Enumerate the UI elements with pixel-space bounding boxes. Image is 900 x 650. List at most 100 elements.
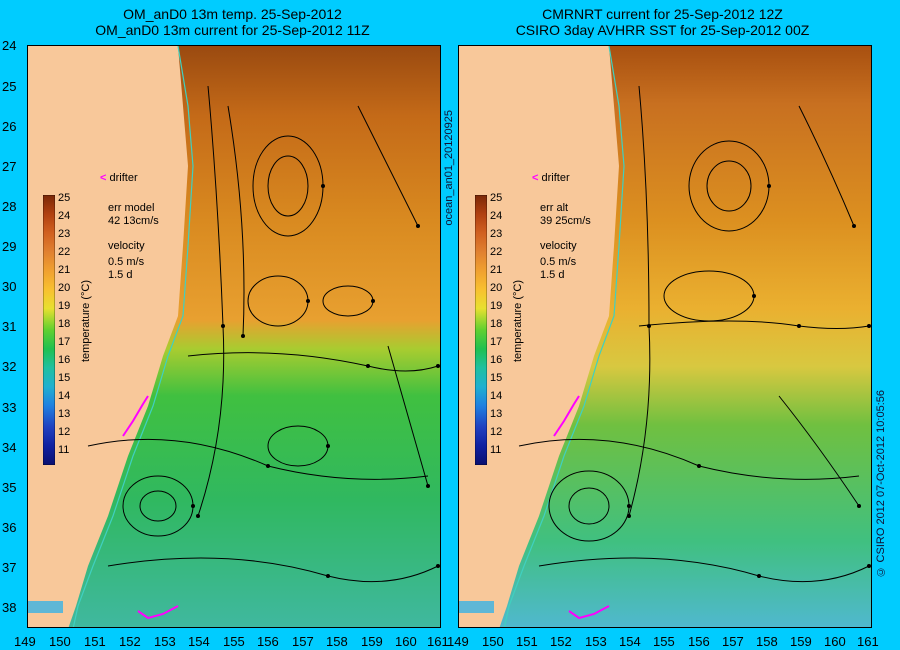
x-tick: 151 xyxy=(84,634,106,649)
left-velocity-block: velocity 0.5 m/s 1.5 d xyxy=(108,240,145,282)
x-tick: 150 xyxy=(482,634,504,649)
cbar-tick: 18 xyxy=(58,318,71,330)
right-velocity-block: velocity 0.5 m/s 1.5 d xyxy=(540,240,577,282)
x-tick: 155 xyxy=(653,634,675,649)
cbar-tick: 24 xyxy=(58,210,71,222)
velocity-scale: 0.5 m/s xyxy=(108,256,145,268)
x-tick: 160 xyxy=(824,634,846,649)
x-tick: 152 xyxy=(550,634,572,649)
cbar-tick: 23 xyxy=(490,228,503,240)
y-tick: 29 xyxy=(2,239,17,254)
y-tick: 38 xyxy=(2,600,17,615)
y-tick: 26 xyxy=(2,119,17,134)
x-tick: 153 xyxy=(585,634,607,649)
x-tick: 151 xyxy=(516,634,538,649)
y-tick: 37 xyxy=(2,560,17,575)
velocity-label: velocity xyxy=(108,240,145,252)
cbar-tick: 24 xyxy=(490,210,503,222)
ocean xyxy=(499,46,871,627)
y-tick: 33 xyxy=(2,400,17,415)
y-tick: 34 xyxy=(2,440,17,455)
drifter-label: drifter xyxy=(541,172,570,184)
x-tick: 153 xyxy=(154,634,176,649)
drifter-track xyxy=(137,605,179,620)
x-tick: 156 xyxy=(257,634,279,649)
x-tick: 160 xyxy=(395,634,417,649)
cbar-tick: 22 xyxy=(490,246,503,258)
left-colorbar-ticks: 25 24 23 22 21 20 19 18 17 16 15 14 13 1… xyxy=(58,189,70,459)
x-tick: 149 xyxy=(447,634,469,649)
cbar-tick: 17 xyxy=(58,336,71,348)
cbar-tick: 16 xyxy=(490,354,503,366)
cbar-tick: 25 xyxy=(58,192,71,204)
x-tick: 154 xyxy=(619,634,641,649)
drifter-track xyxy=(568,605,610,620)
drifter-track xyxy=(122,395,149,437)
bottom-land-strip xyxy=(459,601,494,613)
drifter-icon: < xyxy=(100,172,107,184)
y-tick: 35 xyxy=(2,480,17,495)
right-drifter-legend: < drifter xyxy=(532,172,570,185)
cbar-tick: 12 xyxy=(490,426,503,438)
x-tick: 152 xyxy=(119,634,141,649)
cbar-tick: 14 xyxy=(490,390,503,402)
cbar-tick: 21 xyxy=(490,264,503,276)
x-tick: 161 xyxy=(427,634,449,649)
coastline xyxy=(503,46,625,627)
cbar-tick: 15 xyxy=(490,372,503,384)
cbar-tick: 22 xyxy=(58,246,71,258)
y-tick: 30 xyxy=(2,279,17,294)
left-map-panel xyxy=(27,45,441,628)
right-title-line2: CSIRO 3day AVHRR SST for 25-Sep-2012 00Z xyxy=(515,22,810,38)
x-tick: 159 xyxy=(790,634,812,649)
y-tick: 25 xyxy=(2,79,17,94)
drifter-label: drifter xyxy=(109,172,138,184)
cbar-tick: 25 xyxy=(490,192,503,204)
y-tick: 31 xyxy=(2,319,17,334)
y-tick: 36 xyxy=(2,520,17,535)
right-title: CMRNRT current for 25-Sep-2012 12Z CSIRO… xyxy=(455,6,870,38)
err-value: 39 25cm/s xyxy=(540,215,591,227)
left-title-line1: OM_anD0 13m temp. 25-Sep-2012 xyxy=(123,6,342,22)
y-tick: 24 xyxy=(2,38,17,53)
y-tick: 32 xyxy=(2,359,17,374)
left-drifter-legend: < drifter xyxy=(100,172,138,185)
x-tick: 157 xyxy=(292,634,314,649)
drifter-icon: < xyxy=(532,172,539,184)
bottom-land-strip xyxy=(28,601,63,613)
cbar-tick: 15 xyxy=(58,372,71,384)
right-map-panel xyxy=(458,45,872,628)
err-label: err model xyxy=(108,202,155,214)
y-tick: 27 xyxy=(2,159,17,174)
velocity-time: 1.5 d xyxy=(540,269,565,281)
cbar-tick: 13 xyxy=(58,408,71,420)
cbar-tick: 13 xyxy=(490,408,503,420)
cbar-tick: 14 xyxy=(58,390,71,402)
left-title: OM_anD0 13m temp. 25-Sep-2012 OM_anD0 13… xyxy=(25,6,440,38)
err-value: 42 13cm/s xyxy=(108,215,159,227)
left-err-block: err model 42 13cm/s xyxy=(108,202,159,228)
cbar-tick: 20 xyxy=(58,282,71,294)
cbar-tick: 20 xyxy=(490,282,503,294)
model-run-label: ocean_an01_20120925 xyxy=(443,110,455,226)
left-colorbar xyxy=(43,195,55,465)
left-colorbar-title: temperature (°C) xyxy=(80,280,92,363)
velocity-label: velocity xyxy=(540,240,577,252)
right-colorbar-ticks: 25 24 23 22 21 20 19 18 17 16 15 14 13 1… xyxy=(490,189,502,459)
err-label: err alt xyxy=(540,202,569,214)
y-tick: 28 xyxy=(2,199,17,214)
right-map xyxy=(459,46,871,627)
velocity-time: 1.5 d xyxy=(108,269,133,281)
ocean xyxy=(68,46,440,627)
cbar-tick: 21 xyxy=(58,264,71,276)
left-title-line2: OM_anD0 13m current for 25-Sep-2012 11Z xyxy=(95,22,370,38)
right-title-line1: CMRNRT current for 25-Sep-2012 12Z xyxy=(542,6,783,22)
cbar-tick: 16 xyxy=(58,354,71,366)
right-colorbar xyxy=(475,195,487,465)
cbar-tick: 11 xyxy=(58,444,70,456)
right-err-block: err alt 39 25cm/s xyxy=(540,202,591,228)
right-colorbar-title: temperature (°C) xyxy=(512,280,524,363)
cbar-tick: 19 xyxy=(490,300,503,312)
x-tick: 159 xyxy=(361,634,383,649)
cbar-tick: 19 xyxy=(58,300,71,312)
